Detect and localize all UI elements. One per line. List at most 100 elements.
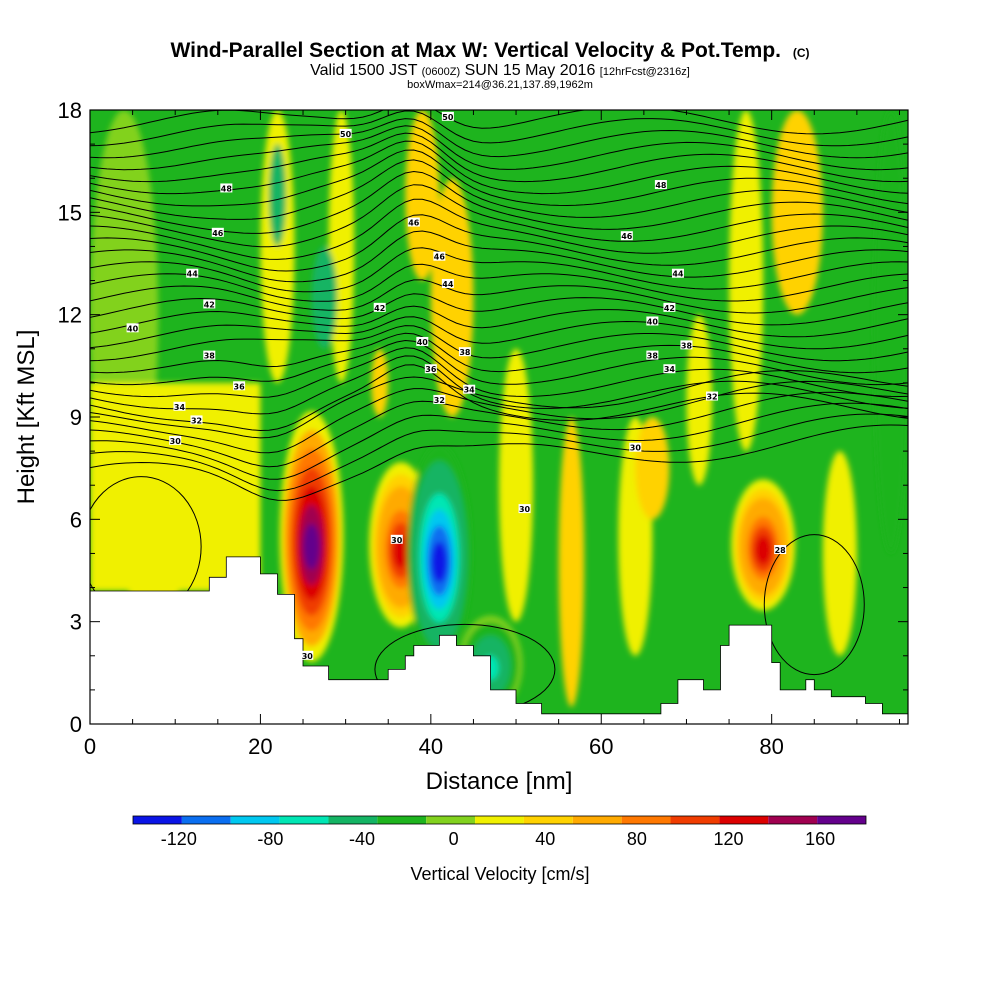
y-tick-label: 18 xyxy=(58,98,82,123)
contour-label-bg xyxy=(169,435,182,445)
velocity-band xyxy=(405,110,440,281)
contour-label: 32 xyxy=(190,415,203,425)
contour-label-text: 34 xyxy=(174,403,186,412)
contour-label-text: 42 xyxy=(374,304,385,313)
contour-label: 34 xyxy=(463,384,476,395)
contour-label-bg xyxy=(203,299,216,309)
theta-contour xyxy=(90,316,908,350)
contour-label-bg xyxy=(433,394,446,404)
contour-label-text: 40 xyxy=(417,338,429,347)
theta-contour xyxy=(90,325,908,362)
y-tick-label: 3 xyxy=(70,610,82,635)
contour-label-bg xyxy=(518,504,531,514)
contour-label: 38 xyxy=(646,350,659,361)
contour-label-bg xyxy=(203,350,216,360)
colorbar-swatch xyxy=(328,816,378,824)
contour-label: 30 xyxy=(629,442,642,453)
colorbar-swatch xyxy=(426,816,476,824)
contour-label: 30 xyxy=(518,504,531,514)
contour-label-text: 38 xyxy=(204,352,216,361)
colorbar-swatch xyxy=(670,816,720,824)
velocity-band xyxy=(328,110,355,383)
colorbar-swatch xyxy=(133,816,182,824)
contour-label-text: 48 xyxy=(221,184,233,193)
contour-label: 34 xyxy=(173,401,186,412)
theta-contour xyxy=(90,184,908,248)
contour-label: 46 xyxy=(211,227,224,238)
contour-label: 50 xyxy=(339,128,352,139)
contour-label: 30 xyxy=(390,534,403,545)
contour-label-bg xyxy=(441,111,454,121)
x-tick-label: 20 xyxy=(248,734,272,759)
contour-label: 32 xyxy=(433,394,446,405)
contour-label: 42 xyxy=(203,299,216,309)
colorbar-tick-label: -120 xyxy=(161,829,197,849)
contour-label-text: 40 xyxy=(127,324,139,333)
y-tick-label: 15 xyxy=(58,200,82,225)
x-axis-label: Distance [nm] xyxy=(426,768,573,795)
contour-label-bg xyxy=(671,268,684,278)
theta-contour xyxy=(90,132,908,183)
contour-label-text: 30 xyxy=(630,444,642,453)
contour-label: 30 xyxy=(301,650,314,661)
colorbar-swatch xyxy=(621,816,671,824)
y-axis-label: Height [Kft MSL] xyxy=(13,330,40,505)
contour-label-text: 36 xyxy=(234,382,246,391)
velocity-band xyxy=(873,110,908,554)
contour-label-text: 34 xyxy=(664,365,676,374)
colorbar-swatch xyxy=(572,816,622,824)
contour-label-text: 46 xyxy=(408,219,420,228)
colorbar-tick-label: 160 xyxy=(805,829,835,849)
contour-label-text: 48 xyxy=(655,181,667,190)
contour-label-text: 30 xyxy=(302,652,314,661)
colorbar-swatch xyxy=(377,816,427,824)
colorbar-swatch xyxy=(719,816,769,824)
x-tick-label: 0 xyxy=(84,734,96,759)
contour-label-text: 46 xyxy=(212,229,224,238)
contour-label-text: 32 xyxy=(434,396,445,405)
colorbar-tick-label: 120 xyxy=(714,829,744,849)
y-tick-label: 12 xyxy=(58,303,82,328)
contour-label-bg xyxy=(186,268,199,278)
contour-label: 28 xyxy=(774,545,787,555)
plot-area: 50 50 48 48 46 46 46 46 44 44 44 42 42 42 40 40 40 38 38 38… xyxy=(90,110,908,724)
contour-label: 40 xyxy=(646,316,659,326)
contour-label-bg xyxy=(424,364,437,374)
contour-label-bg xyxy=(706,391,719,401)
colorbar-swatch xyxy=(279,816,329,824)
downdraft-core xyxy=(431,541,448,583)
contour-label-bg xyxy=(211,227,224,237)
contour-label-text: 30 xyxy=(391,536,403,545)
theta-contour xyxy=(90,347,908,398)
contour-label-text: 42 xyxy=(664,304,675,313)
y-tick-label: 6 xyxy=(70,507,82,532)
contour-label-text: 40 xyxy=(647,317,659,326)
velocity-band xyxy=(268,144,286,247)
contour-label-bg xyxy=(680,340,693,350)
updraft-core xyxy=(303,523,320,570)
contour-label-text: 38 xyxy=(681,341,693,350)
contour-label-text: 30 xyxy=(170,437,182,446)
theta-contour xyxy=(90,125,908,171)
contour-label-bg xyxy=(190,415,203,425)
theta-contour xyxy=(90,305,908,338)
contour-label-text: 28 xyxy=(775,546,787,555)
velocity-band xyxy=(558,417,585,707)
colorbar-swatch xyxy=(523,816,573,824)
contour-label: 40 xyxy=(416,336,429,347)
theta-contour xyxy=(90,110,908,147)
contour-label-text: 32 xyxy=(706,393,717,402)
theta-contour xyxy=(90,159,908,220)
contour-label-text: 44 xyxy=(187,270,199,279)
x-axis: 0 20 40 60 80 xyxy=(84,110,900,759)
contour-label-text: 38 xyxy=(647,352,659,361)
contour-label-text: 46 xyxy=(621,232,633,241)
contour-label-text: 44 xyxy=(672,270,684,279)
contour-label: 44 xyxy=(441,278,454,289)
velocity-band xyxy=(635,417,670,520)
contour-label: 36 xyxy=(233,381,246,391)
theta-contour xyxy=(90,263,908,302)
theta-contour xyxy=(90,293,908,326)
y-tick-label: 9 xyxy=(70,405,82,430)
